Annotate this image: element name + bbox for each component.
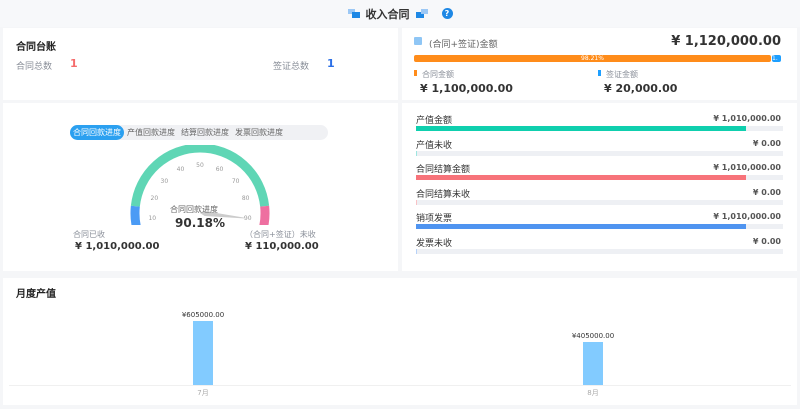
progress-fill — [416, 199, 418, 205]
progress-value: ¥ 1,010,000.00 — [713, 114, 781, 123]
visa-ratio-label: 1. — [772, 55, 778, 62]
gauge-tabs: 合同回款进度 产值回款进度 结算回款进度 发票回款进度 — [70, 125, 328, 140]
gauge-chart: 0102030405060708090100 — [130, 145, 270, 225]
gauge-tick-label: 20 — [151, 195, 159, 202]
progress-label: 产值金额 — [416, 116, 453, 126]
progress-label: 销项发票 — [416, 214, 453, 224]
progress-track — [416, 126, 783, 131]
tab-output-collection[interactable]: 产值回款进度 — [127, 128, 175, 137]
progress-fill — [416, 224, 747, 229]
contract-count: 1 — [70, 57, 78, 70]
decor-squares-icon — [347, 9, 360, 18]
gauge-value: 90.18% — [175, 216, 225, 230]
gauge-tick-label: 70 — [232, 178, 240, 185]
progress-card: 产值金额 ¥ 1,010,000.00 产值未收 ¥ 0.00 合同结算金额 ¥… — [402, 103, 797, 271]
progress-value: ¥ 0.00 — [752, 187, 781, 197]
gauge-arc-high — [259, 205, 270, 225]
gauge-tick-label: 10 — [148, 215, 156, 222]
x-tick-label: 8月 — [587, 389, 599, 397]
page-header: 收入合同 ? — [0, 0, 800, 27]
decor-squares-icon — [415, 9, 428, 18]
unreceived-amount: ¥ 110,000.00 — [245, 241, 319, 252]
tab-contract-collection[interactable]: 合同回款进度 — [70, 125, 124, 140]
gauge-needle — [200, 211, 252, 219]
received-amount: ¥ 1,010,000.00 — [75, 241, 160, 252]
total-amount: ¥ 1,120,000.00 — [671, 34, 781, 49]
bar[interactable] — [583, 342, 603, 385]
contract-amount: ¥ 1,100,000.00 — [420, 82, 513, 95]
ratio-bar: 98.21% — [414, 55, 771, 62]
progress-fill — [416, 175, 747, 180]
progress-value: ¥ 1,010,000.00 — [713, 163, 781, 172]
progress-label: 合同结算未收 — [416, 189, 471, 200]
progress-fill — [416, 248, 418, 254]
progress-value: ¥ 1,010,000.00 — [713, 212, 781, 221]
monthly-title: 月度产值 — [16, 289, 56, 300]
visa-legend-marker — [598, 70, 601, 76]
progress-track — [416, 248, 783, 254]
gauge-tick-label: 50 — [196, 162, 204, 169]
gauge-arc-low — [130, 205, 141, 225]
gauge-tick-label: 60 — [216, 166, 224, 173]
ledger-card: 合同台账 合同总数 1 签证总数 1 — [3, 28, 398, 100]
progress-value: ¥ 0.00 — [752, 236, 781, 246]
gauge-tick-label: 40 — [177, 166, 185, 173]
progress-track — [416, 175, 783, 180]
ledger-title: 合同台账 — [16, 42, 56, 53]
received-label: 合同已收 — [73, 230, 105, 239]
gauge-tick-label: 30 — [161, 178, 169, 185]
contract-count-label: 合同总数 — [16, 62, 53, 72]
ratio-percent: 98.21% — [581, 55, 604, 62]
progress-label: 合同结算金额 — [416, 165, 471, 175]
progress-label: 产值未收 — [416, 140, 453, 151]
help-icon[interactable]: ? — [441, 8, 453, 19]
amount-icon — [414, 37, 422, 45]
visa-amount: ¥ 20,000.00 — [604, 82, 678, 95]
progress-track — [416, 224, 783, 229]
page-title: 收入合同 — [365, 7, 410, 21]
progress-track — [416, 150, 783, 156]
total-label: (合同+签证)金额 — [429, 40, 498, 50]
x-axis-line — [9, 385, 791, 386]
unreceived-label: （合同+签证）未收 — [245, 230, 316, 239]
progress-fill — [416, 126, 747, 131]
bar[interactable] — [193, 321, 213, 385]
monthly-card: 月度产值 ¥605000.00 7月 ¥405000.00 8月 — [3, 278, 797, 405]
total-amount-card: (合同+签证)金额 ¥ 1,120,000.00 98.21% 1. 合同金额 … — [402, 28, 797, 100]
visa-count-label: 签证总数 — [273, 62, 310, 72]
tab-invoice-collection[interactable]: 发票回款进度 — [235, 128, 283, 137]
progress-track — [416, 199, 783, 205]
progress-fill — [416, 150, 418, 156]
gauge-tick-label: 80 — [242, 195, 250, 202]
progress-value: ¥ 0.00 — [752, 138, 781, 148]
gauge-arc-mid — [130, 145, 270, 207]
contract-legend-marker — [414, 70, 417, 76]
visa-count: 1 — [327, 57, 335, 70]
tab-settlement-collection[interactable]: 结算回款进度 — [181, 128, 229, 137]
visa-ratio-bar: 1. — [772, 55, 781, 62]
bar-data-label: ¥605000.00 — [181, 311, 225, 319]
progress-label: 发票未收 — [416, 238, 453, 249]
visa-amount-label: 签证金额 — [606, 70, 638, 79]
contract-amount-label: 合同金额 — [422, 70, 454, 79]
x-tick-label: 7月 — [197, 389, 209, 397]
gauge-title: 合同回款进度 — [170, 205, 218, 214]
bar-data-label: ¥405000.00 — [571, 332, 615, 341]
